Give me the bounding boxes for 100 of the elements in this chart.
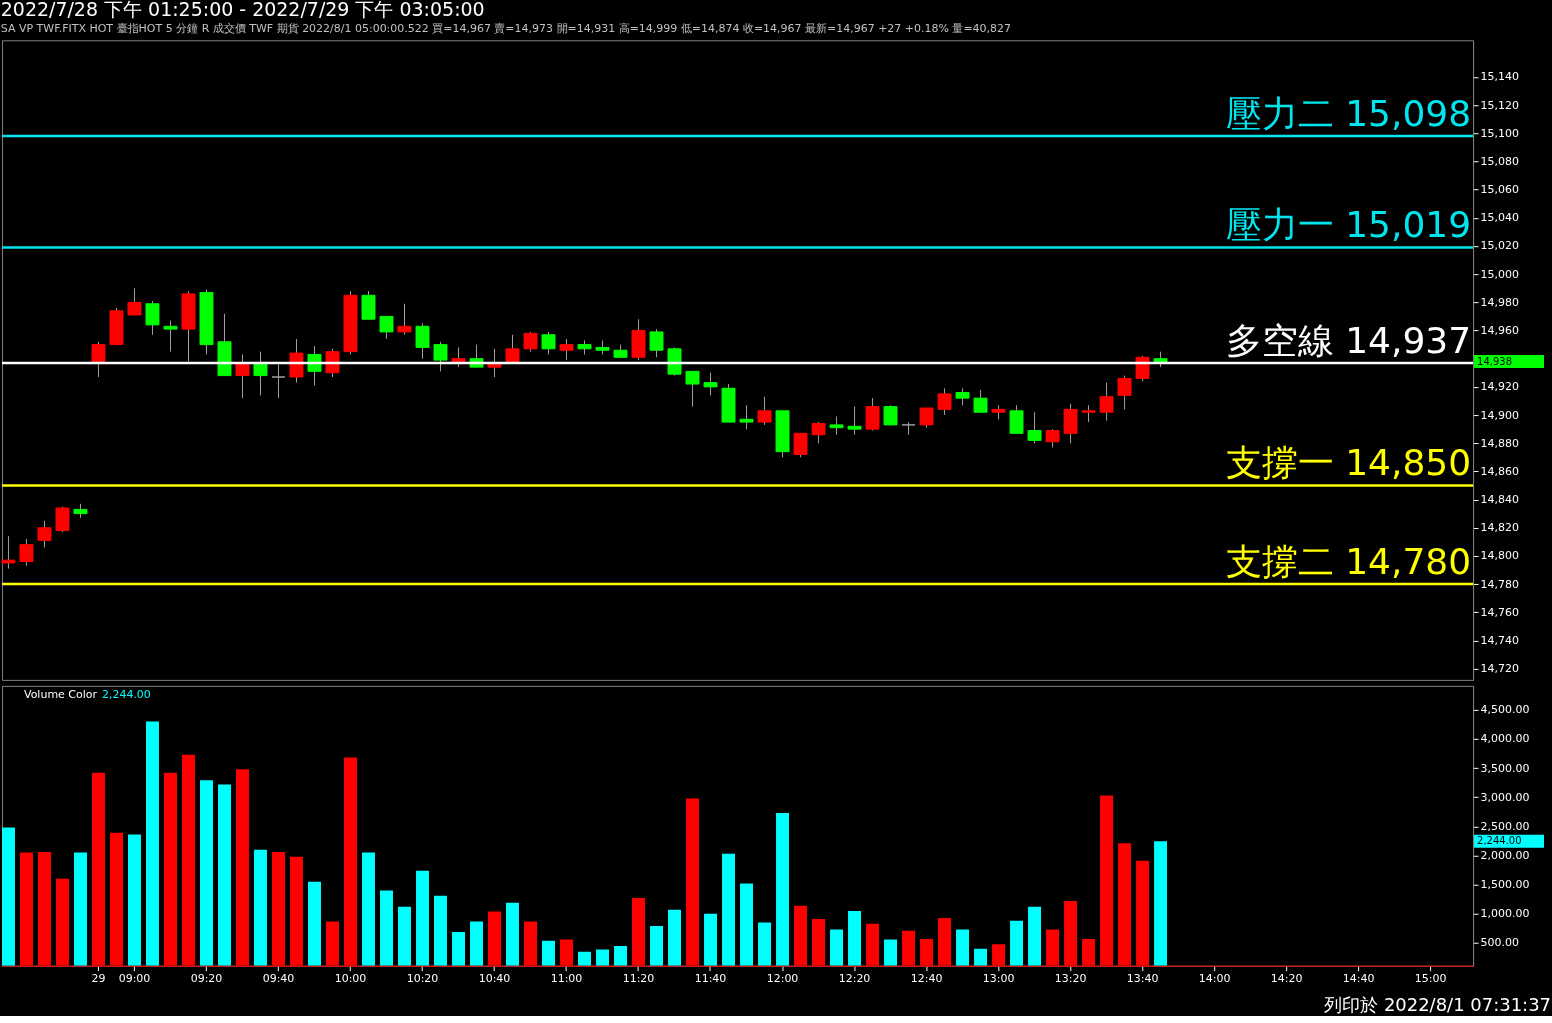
candlestick: [883, 404, 898, 426]
candlestick: [541, 331, 556, 355]
chart-title: Volume Color: [23, 687, 98, 701]
candlestick: [559, 338, 574, 361]
y-tick-label: 14,760: [1480, 605, 1519, 619]
x-tick-label: 14:20: [1270, 972, 1303, 986]
candlestick: [1, 535, 16, 570]
y-tick-label: 14,860: [1480, 464, 1519, 478]
candlestick: [145, 300, 160, 336]
candlestick: [1045, 428, 1060, 448]
candlestick: [55, 506, 70, 533]
ref-line-label: 壓力一 15,019: [1225, 204, 1472, 246]
candlestick: [685, 370, 700, 408]
candlestick: [1063, 403, 1078, 444]
y-tick-label: 14,960: [1480, 324, 1519, 338]
y-tick-label: 14,800: [1480, 549, 1519, 563]
y-tick-label: 4,500.00: [1480, 703, 1530, 717]
candlestick: [433, 341, 448, 372]
candlestick: [919, 407, 934, 429]
x-tick-label: 10:40: [478, 972, 511, 986]
y-tick-label: 15,060: [1480, 183, 1519, 197]
candlestick: [361, 290, 376, 320]
candlestick: [37, 520, 52, 548]
y-tick-label: 14,980: [1480, 295, 1519, 309]
candlestick: [649, 328, 664, 358]
y-tick-label: 14,740: [1480, 633, 1519, 647]
y-tick-label: 1,500.00: [1480, 878, 1530, 892]
candlestick: [289, 338, 304, 384]
y-tick-label: 14,720: [1480, 662, 1519, 676]
candlestick: [973, 389, 988, 413]
candlestick: [163, 320, 178, 353]
candlestick: [307, 345, 322, 386]
y-tick-label: 500.00: [1480, 936, 1519, 950]
x-tick-label: 13:40: [1126, 972, 1159, 986]
x-tick-label: 09:00: [118, 972, 151, 986]
y-tick-label: 15,040: [1480, 211, 1519, 225]
candlestick: [505, 334, 520, 362]
ref-line-label: 支撐二 14,780: [1225, 541, 1472, 583]
x-tick-label: 14:00: [1198, 972, 1231, 986]
x-tick-label: 10:00: [334, 972, 367, 986]
text: 2,244.00: [1477, 835, 1522, 847]
chart-subtitle: SA VP TWF.FITX HOT 臺指HOT 5 分鐘 R 成交價 TWF 期貨 2022/8/1 05:00:00.522 買=14,967 賣=14,973 開=14,931 高=14,999 低=14,874 收=14,967 最新=14,967 +27 +0.18% 量=40,827: [0, 22, 1012, 36]
candlestick: [739, 404, 754, 430]
x-tick-label: 11:20: [622, 972, 655, 986]
text: 列印於 2022/8/1 07:31:37: [1324, 993, 1551, 1015]
y-tick-label: 14,780: [1480, 577, 1519, 591]
candlestick: [937, 387, 952, 416]
y-tick-label: 14,900: [1480, 408, 1519, 422]
candlestick: [847, 406, 862, 436]
x-tick-label: 14:40: [1342, 972, 1375, 986]
candlestick: [397, 303, 412, 336]
y-tick-label: 14,880: [1480, 436, 1519, 450]
annotation: 2,244.00: [101, 687, 151, 701]
y-tick-label: 15,020: [1480, 239, 1519, 253]
x-tick-label: 12:40: [910, 972, 943, 986]
x-tick-label: 09:40: [262, 972, 295, 986]
x-tick-label: 12:00: [766, 972, 799, 986]
candlestick: [127, 287, 142, 316]
candlestick: [811, 421, 826, 444]
x-tick-label: 11:40: [694, 972, 727, 986]
candlestick: [487, 348, 502, 378]
x-tick-label: 12:20: [838, 972, 871, 986]
ref-line-label: 多空線 14,937: [1225, 319, 1472, 361]
candlestick: [235, 353, 250, 399]
y-tick-label: 2,000.00: [1480, 849, 1530, 863]
x-tick-label: 13:00: [982, 972, 1015, 986]
candlestick: [271, 363, 286, 399]
x-tick-label: 29: [91, 972, 106, 986]
candlestick: [379, 315, 394, 340]
y-tick-label: 15,140: [1480, 70, 1519, 84]
text: 14,938: [1477, 355, 1512, 367]
candlestick: [325, 348, 340, 378]
y-tick-label: 3,000.00: [1480, 790, 1530, 804]
x-tick-label: 11:00: [550, 972, 583, 986]
ref-line-label: 支撐一 14,850: [1225, 442, 1472, 484]
candlestick: [451, 346, 466, 368]
x-tick-label: 15:00: [1414, 972, 1447, 986]
candlestick: [1117, 375, 1132, 410]
candlestick: [1009, 404, 1024, 434]
chart-title: 2022/7/28 下午 01:25:00 - 2022/7/29 下午 03:05:00: [0, 0, 485, 21]
candlestick: [865, 397, 880, 432]
candlestick: [703, 372, 718, 396]
y-tick-label: 3,500.00: [1480, 761, 1530, 775]
y-tick-label: 2,500.00: [1480, 819, 1530, 833]
candlestick: [91, 341, 106, 378]
candlestick: [757, 396, 772, 426]
y-tick-label: 4,000.00: [1480, 732, 1530, 746]
y-tick-label: 15,100: [1480, 126, 1519, 140]
y-tick-label: 14,840: [1480, 493, 1519, 507]
candlestick: [19, 538, 34, 567]
candlestick: [1135, 355, 1150, 382]
y-tick-label: 15,080: [1480, 154, 1519, 168]
y-tick-label: 1,000.00: [1480, 907, 1530, 921]
candlestick: [523, 331, 538, 353]
candlestick: [829, 415, 844, 436]
x-tick-label: 09:20: [190, 972, 223, 986]
y-tick-label: 14,820: [1480, 521, 1519, 535]
candlestick: [1099, 382, 1114, 422]
candlestick: [793, 432, 808, 458]
y-tick-label: 14,920: [1480, 380, 1519, 394]
